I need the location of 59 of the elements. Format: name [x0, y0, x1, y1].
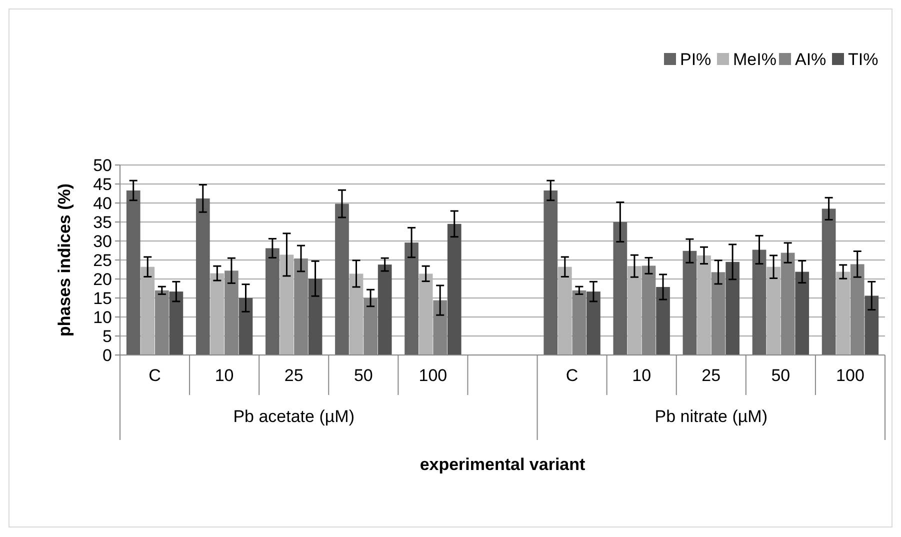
- y-tick-label: 10: [93, 308, 112, 327]
- legend-label: MeI%: [733, 50, 776, 69]
- x-tick-label: 10: [632, 366, 652, 385]
- x-tick-label: C: [566, 366, 578, 385]
- y-tick-label: 15: [93, 288, 112, 308]
- bar: [169, 292, 184, 355]
- bar: [210, 273, 224, 355]
- legend-label: AI%: [795, 50, 826, 69]
- y-tick-label: 0: [102, 346, 112, 365]
- bar: [795, 272, 810, 355]
- x-tick-label: 25: [284, 366, 304, 385]
- bar: [697, 255, 711, 355]
- bar: [656, 286, 670, 355]
- x-axis-title: experimental variant: [420, 455, 586, 474]
- bar: [308, 278, 322, 355]
- x-tick-label: 100: [836, 366, 864, 385]
- legend-label: TI%: [848, 50, 878, 69]
- bar: [280, 254, 294, 355]
- y-axis-title: phases indices (%): [55, 183, 74, 337]
- y-tick-label: 35: [93, 212, 112, 232]
- bar: [628, 266, 642, 355]
- x-tick-label: C: [148, 366, 161, 385]
- bar: [266, 248, 280, 355]
- y-tick-label: 50: [93, 156, 112, 175]
- y-tick-label: 40: [93, 194, 112, 213]
- bar: [726, 262, 740, 355]
- y-tick-label: 20: [93, 270, 112, 289]
- bar: [140, 266, 155, 355]
- bar: [752, 250, 766, 355]
- bar: [349, 274, 364, 355]
- x-tick-label: 50: [354, 366, 373, 385]
- legend-label: PI%: [680, 50, 712, 69]
- y-tick-label: 5: [102, 326, 112, 346]
- text: Pb nitrate (µM): [654, 407, 768, 426]
- y-tick-label: 45: [93, 174, 112, 194]
- x-tick-label: 25: [702, 366, 721, 385]
- bar: [447, 224, 462, 355]
- bar: [238, 298, 253, 355]
- bar: [836, 272, 850, 355]
- bar: [864, 296, 879, 355]
- x-tick-label: 10: [214, 366, 234, 385]
- bar: [126, 190, 140, 355]
- bar: [404, 242, 418, 355]
- bar: [544, 190, 558, 355]
- y-tick-label: 25: [93, 250, 112, 270]
- x-tick-label: 100: [418, 366, 448, 385]
- y-tick-label: 30: [93, 232, 112, 251]
- x-tick-label: 50: [771, 366, 790, 385]
- text: Pb acetate (µM): [233, 407, 355, 426]
- bar: [822, 208, 836, 355]
- bar: [196, 198, 210, 355]
- bar: [335, 204, 349, 355]
- bar: [613, 222, 628, 355]
- bar: [558, 266, 572, 355]
- bar: [682, 250, 697, 355]
- bar: [766, 266, 780, 355]
- bar: [378, 264, 392, 355]
- bar: [586, 292, 600, 355]
- bar: [418, 274, 433, 355]
